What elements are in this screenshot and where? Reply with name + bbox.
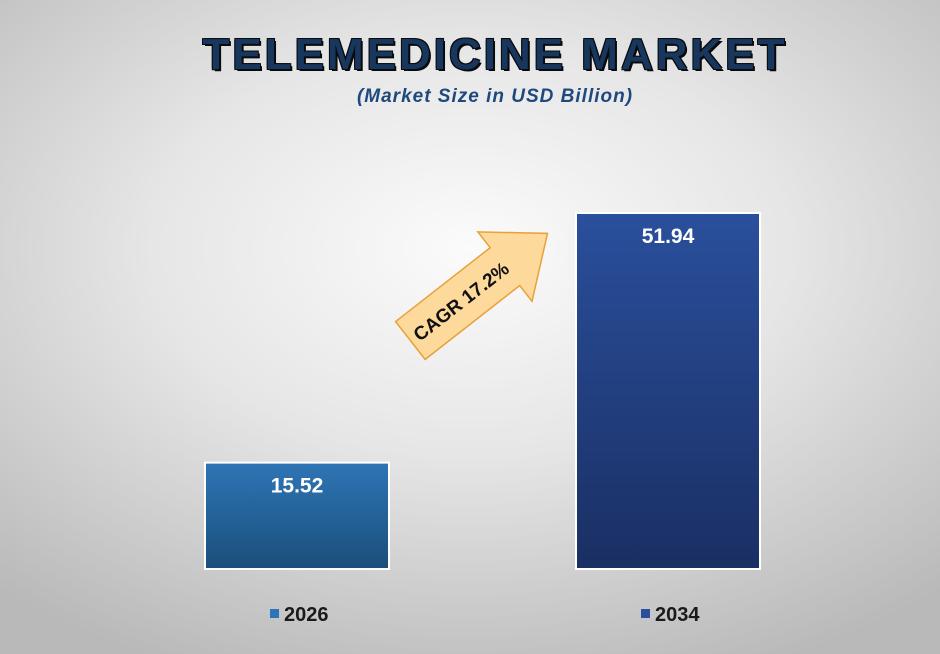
- chart-subtitle: (Market Size in USD Billion): [356, 86, 634, 107]
- legend-swatch-2034: [641, 609, 650, 618]
- legend-swatch-2026: [270, 609, 279, 618]
- legend-label-2034: 2034: [655, 604, 700, 626]
- cagr-arrow: [394, 231, 549, 361]
- chart-title: TELEMEDICINE MARKET: [202, 30, 788, 79]
- bar-2034: [575, 212, 761, 570]
- data-label-2026: 15.52: [271, 475, 324, 498]
- legend-label-2026: 2026: [284, 604, 329, 626]
- data-label-2034: 51.94: [642, 225, 695, 248]
- bar-2026: [204, 461, 390, 570]
